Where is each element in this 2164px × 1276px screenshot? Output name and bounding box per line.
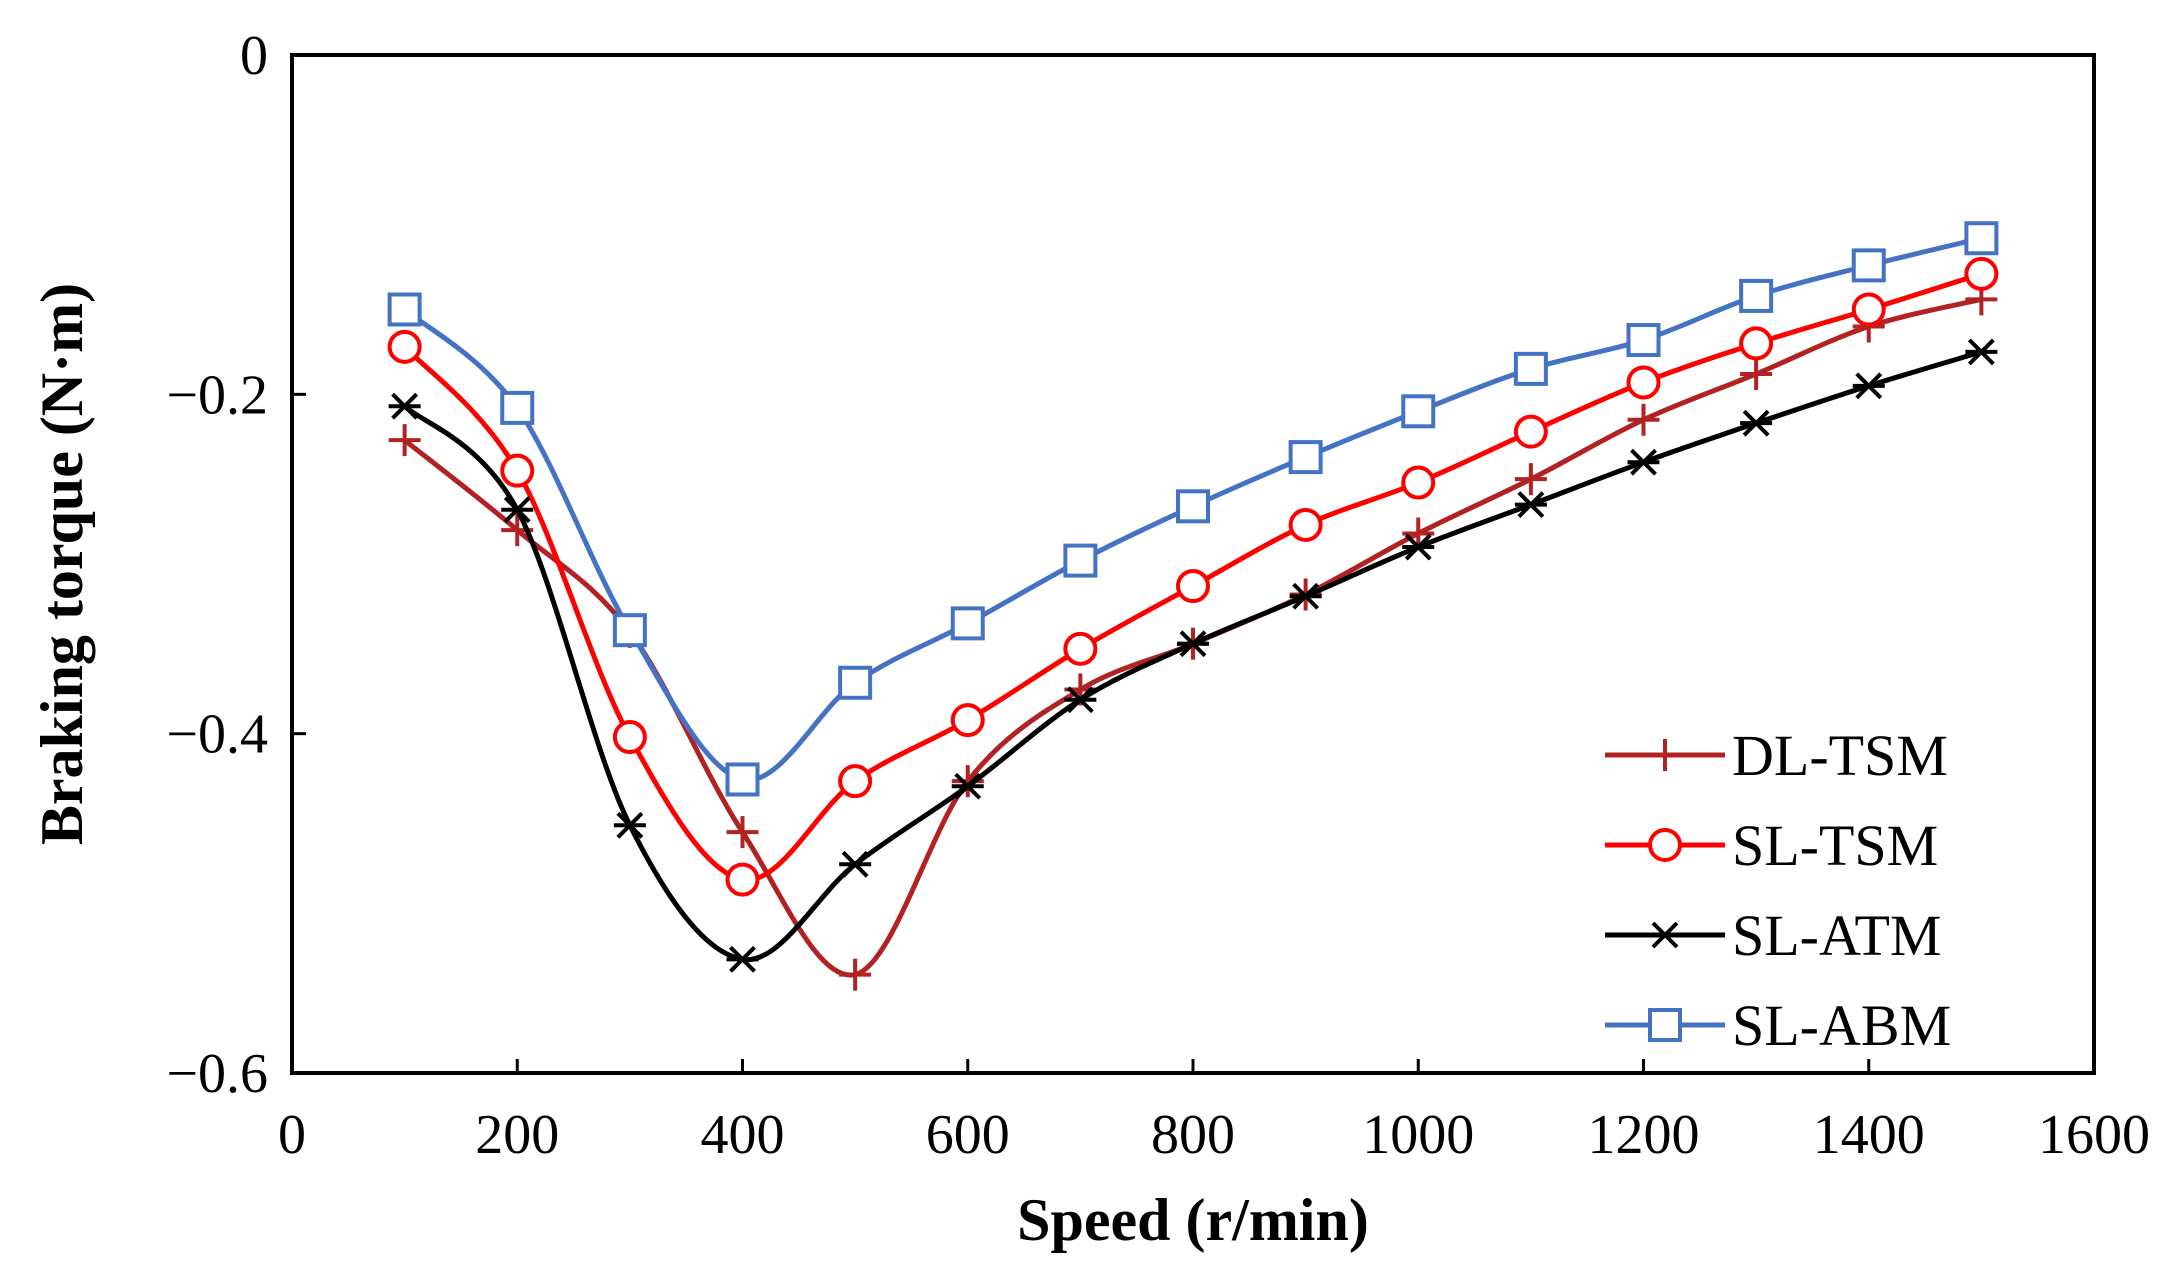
data-point-sl-tsm <box>612 720 647 755</box>
data-point-dl-tsm <box>388 424 421 457</box>
data-point-sl-atm <box>1064 686 1097 714</box>
y-axis-title: Braking torque (N·m) <box>29 283 95 845</box>
x-tick-label: 200 <box>475 1104 559 1166</box>
x-tick-label: 1200 <box>1588 1104 1700 1166</box>
data-point-sl-abm <box>1626 323 1661 358</box>
x-tick-label: 0 <box>278 1104 306 1166</box>
data-point-sl-abm <box>725 762 760 797</box>
data-point-sl-tsm <box>1851 292 1886 327</box>
legend-item-dl-tsm: DL-TSM <box>1605 723 1948 788</box>
data-point-sl-abm <box>1513 351 1548 386</box>
data-point-sl-tsm <box>1063 631 1098 666</box>
data-point-sl-atm <box>388 392 421 420</box>
data-point-dl-tsm <box>1740 357 1773 390</box>
x-tick-label: 1600 <box>2038 1104 2150 1166</box>
data-point-sl-atm <box>951 772 984 800</box>
data-point-sl-tsm <box>838 764 873 799</box>
data-point-sl-atm <box>839 850 872 878</box>
data-point-sl-tsm <box>1176 569 1210 604</box>
data-point-sl-abm <box>1739 278 1774 313</box>
data-point-sl-atm <box>1514 491 1547 519</box>
data-point-dl-tsm <box>839 958 872 991</box>
legend-label-sl-abm: SL-ABM <box>1732 993 1951 1058</box>
legend-label-sl-atm: SL-ATM <box>1732 903 1941 968</box>
data-point-sl-abm <box>1288 440 1323 475</box>
data-point-sl-tsm <box>1964 256 1999 291</box>
data-point-sl-tsm <box>1739 326 1774 361</box>
data-point-sl-abm <box>500 390 535 425</box>
legend-marker-dl-tsm <box>1649 739 1681 771</box>
data-point-sl-tsm <box>387 329 422 364</box>
data-point-sl-abm <box>1176 489 1210 524</box>
data-point-sl-atm <box>1177 630 1209 658</box>
data-point-sl-tsm <box>950 703 985 738</box>
data-point-dl-tsm <box>726 816 759 849</box>
x-tick-label: 1400 <box>1813 1104 1925 1166</box>
data-point-sl-abm <box>612 613 647 648</box>
data-point-sl-tsm <box>725 862 760 897</box>
data-point-sl-atm <box>501 496 534 524</box>
data-point-sl-abm <box>1401 394 1436 429</box>
data-point-dl-tsm <box>1402 517 1435 550</box>
data-point-sl-tsm <box>1401 465 1436 500</box>
data-point-sl-abm <box>1964 221 1999 256</box>
y-axis-ticks: 0 −0.2 −0.4 −0.6 <box>166 25 306 1105</box>
data-point-sl-atm <box>1402 533 1435 561</box>
data-point-sl-abm <box>950 606 985 641</box>
data-point-dl-tsm <box>1627 403 1660 436</box>
y-tick-label: 0 <box>240 25 268 87</box>
data-point-sl-tsm <box>1513 414 1548 449</box>
legend-marker-sl-atm <box>1649 921 1681 949</box>
legend-label-dl-tsm: DL-TSM <box>1732 723 1948 788</box>
data-point-sl-abm <box>387 292 422 327</box>
data-point-sl-atm <box>1289 582 1322 610</box>
x-axis-ticks: 0 200 400 600 800 1000 1200 1400 1600 <box>278 1059 2150 1166</box>
data-point-sl-atm <box>1852 372 1885 400</box>
data-point-sl-atm <box>726 945 759 973</box>
data-point-sl-tsm <box>500 453 535 488</box>
legend-label-sl-tsm: SL-TSM <box>1732 813 1938 878</box>
y-tick-label: −0.4 <box>166 704 268 766</box>
legend-item-sl-tsm: SL-TSM <box>1605 813 1938 878</box>
x-axis-title: Speed (r/min) <box>1017 1187 1369 1253</box>
series-layer <box>387 221 1999 991</box>
data-point-sl-abm <box>1851 248 1886 283</box>
data-point-sl-atm <box>1740 409 1773 437</box>
legend-marker-sl-abm <box>1648 1008 1682 1042</box>
data-point-sl-atm <box>1965 338 1998 366</box>
data-point-sl-abm <box>838 665 873 700</box>
data-point-sl-atm <box>613 811 646 839</box>
data-point-sl-tsm <box>1288 507 1323 542</box>
x-tick-label: 1000 <box>1362 1104 1474 1166</box>
data-point-sl-atm <box>1627 448 1660 476</box>
legend-item-sl-atm: SL-ATM <box>1605 903 1941 968</box>
legend-marker-sl-tsm <box>1648 828 1682 862</box>
data-point-dl-tsm <box>1514 463 1547 496</box>
legend-item-sl-abm: SL-ABM <box>1605 993 1951 1058</box>
data-point-sl-tsm <box>1626 365 1661 400</box>
series-line-sl-atm <box>402 349 1983 962</box>
x-tick-label: 600 <box>926 1104 1010 1166</box>
data-point-sl-abm <box>1063 543 1098 578</box>
y-tick-label: −0.6 <box>166 1043 268 1105</box>
x-tick-label: 400 <box>701 1104 785 1166</box>
x-tick-label: 800 <box>1151 1104 1235 1166</box>
y-tick-label: −0.2 <box>166 364 268 426</box>
legend: DL-TSM SL-TSM SL-ATM SL-ABM <box>1605 723 1951 1058</box>
